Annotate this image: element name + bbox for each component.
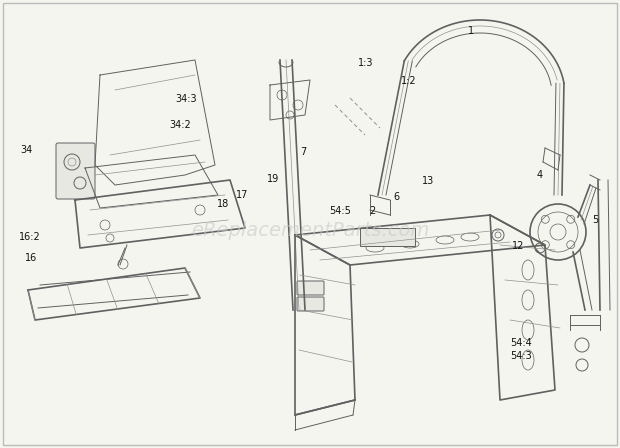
- Text: 54:5: 54:5: [329, 206, 351, 215]
- FancyBboxPatch shape: [297, 281, 324, 295]
- FancyBboxPatch shape: [56, 143, 95, 199]
- Text: 19: 19: [267, 174, 279, 184]
- Text: 17: 17: [236, 190, 248, 200]
- FancyBboxPatch shape: [297, 297, 324, 311]
- Text: 34: 34: [20, 145, 32, 155]
- Text: 6: 6: [394, 192, 400, 202]
- Text: 5: 5: [592, 215, 598, 224]
- Text: 12: 12: [512, 241, 524, 251]
- Text: 13: 13: [422, 177, 434, 186]
- Text: 34:2: 34:2: [169, 121, 191, 130]
- Text: 34:3: 34:3: [175, 94, 197, 103]
- Text: 2: 2: [369, 206, 375, 215]
- Text: 7: 7: [301, 147, 307, 157]
- Text: 54:4: 54:4: [510, 338, 532, 348]
- Text: 1: 1: [468, 26, 474, 36]
- Text: 1:3: 1:3: [358, 58, 373, 68]
- Bar: [360, 228, 415, 246]
- Text: 16: 16: [25, 253, 37, 263]
- Text: 54:3: 54:3: [510, 351, 532, 361]
- Text: 1:2: 1:2: [401, 76, 417, 86]
- Text: eReplacementParts.com: eReplacementParts.com: [191, 220, 429, 240]
- Text: 16:2: 16:2: [19, 233, 41, 242]
- Text: 18: 18: [217, 199, 229, 209]
- Text: 4: 4: [536, 170, 542, 180]
